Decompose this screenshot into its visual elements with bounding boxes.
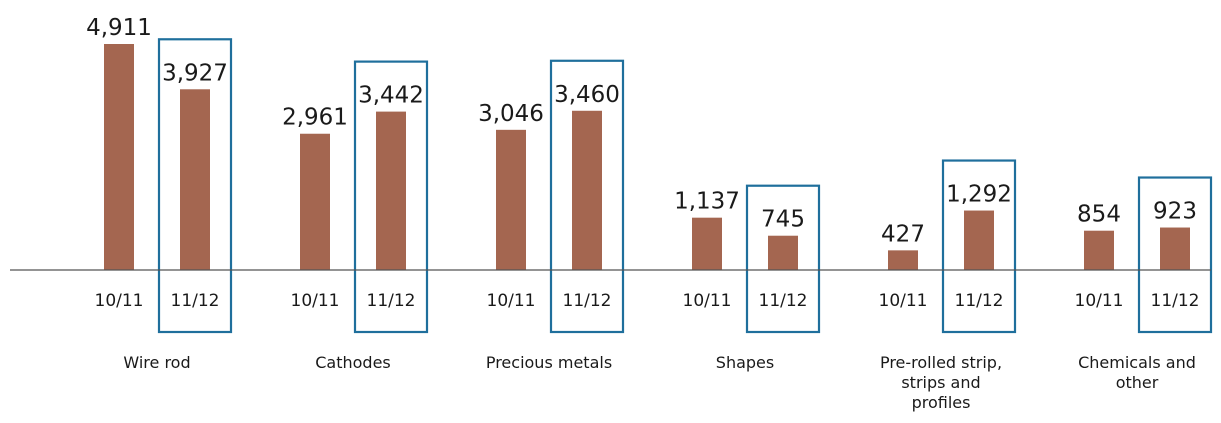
period-tick-label: 10/11 xyxy=(683,291,732,311)
value-label: 2,961 xyxy=(282,105,348,131)
value-label: 3,046 xyxy=(478,101,544,127)
bar-11-12-1 xyxy=(376,111,406,271)
bar-11-12-3 xyxy=(768,235,798,270)
category-label: Wire rod xyxy=(123,353,190,372)
value-label: 923 xyxy=(1153,199,1197,225)
period-tick-label: 11/12 xyxy=(367,291,416,311)
highlight-box xyxy=(157,38,233,334)
bar-10-11-3 xyxy=(692,217,722,270)
bar-11-12-2 xyxy=(572,110,602,270)
period-tick-label: 10/11 xyxy=(487,291,536,311)
bar-10-11-1 xyxy=(300,133,330,270)
category-label: Pre-rolled strip, strips and profiles xyxy=(880,353,1002,412)
period-tick-label: 10/11 xyxy=(1075,291,1124,311)
value-label: 427 xyxy=(881,221,925,247)
category-label: Chemicals and other xyxy=(1078,353,1196,392)
value-label: 4,911 xyxy=(86,15,152,41)
value-label: 1,292 xyxy=(946,182,1012,208)
value-label: 854 xyxy=(1077,202,1121,228)
period-tick-label: 11/12 xyxy=(1151,291,1200,311)
category-label: Cathodes xyxy=(315,353,391,372)
bar-11-12-0 xyxy=(180,89,210,270)
highlight-box xyxy=(745,184,821,334)
category-label: Precious metals xyxy=(486,353,612,372)
bar-10-11-5 xyxy=(1084,230,1114,270)
period-tick-label: 11/12 xyxy=(759,291,808,311)
value-label: 745 xyxy=(761,207,805,233)
bar-10-11-0 xyxy=(104,44,134,270)
period-tick-label: 11/12 xyxy=(955,291,1004,311)
bar-11-12-4 xyxy=(964,210,994,270)
bar-11-12-5 xyxy=(1160,227,1190,270)
period-tick-label: 11/12 xyxy=(171,291,220,311)
highlight-box xyxy=(549,59,625,334)
period-tick-label: 11/12 xyxy=(563,291,612,311)
value-label: 3,442 xyxy=(358,83,424,109)
bar-10-11-2 xyxy=(496,129,526,270)
bar-10-11-4 xyxy=(888,250,918,270)
category-label: Shapes xyxy=(716,353,774,372)
value-label: 3,927 xyxy=(162,60,228,86)
period-tick-label: 10/11 xyxy=(291,291,340,311)
value-label: 3,460 xyxy=(554,82,620,108)
period-tick-label: 10/11 xyxy=(879,291,928,311)
highlight-box xyxy=(353,60,429,334)
period-tick-label: 10/11 xyxy=(95,291,144,311)
highlight-box xyxy=(941,159,1017,334)
highlight-box xyxy=(1137,176,1213,334)
value-label: 1,137 xyxy=(674,189,740,215)
